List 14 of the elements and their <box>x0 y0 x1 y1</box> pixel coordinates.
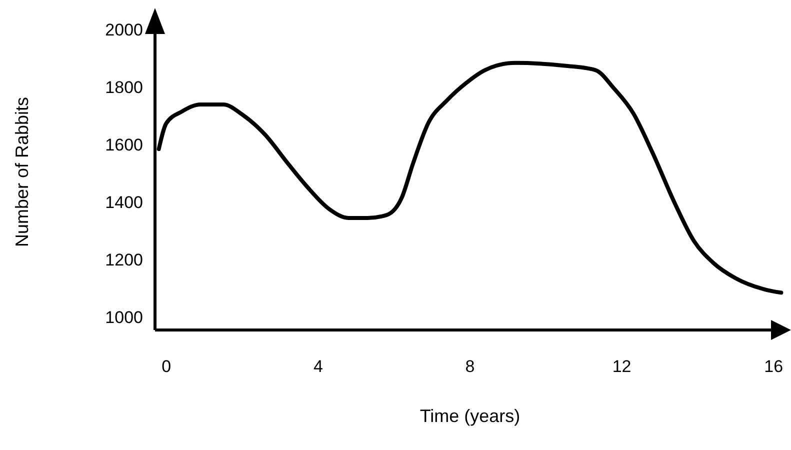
y-tick-label: 1600 <box>105 136 143 155</box>
line-series <box>156 60 784 295</box>
x-tick-label: 0 <box>162 357 172 376</box>
x-axis-title: Time (years) <box>420 406 520 426</box>
y-tick-label: 1000 <box>105 308 143 327</box>
y-tick-label: 2000 <box>105 20 143 40</box>
y-axis-title: Number of Rabbits <box>12 96 32 248</box>
x-tick-label: 16 <box>764 357 784 376</box>
y-tick-label: 1200 <box>105 250 143 270</box>
x-tick-label: 12 <box>612 357 632 376</box>
x-tick-label: 8 <box>465 357 475 376</box>
x-tick-label: 4 <box>313 357 323 376</box>
y-tick-label: 1400 <box>105 193 143 212</box>
y-tick-label: 1800 <box>105 78 143 98</box>
